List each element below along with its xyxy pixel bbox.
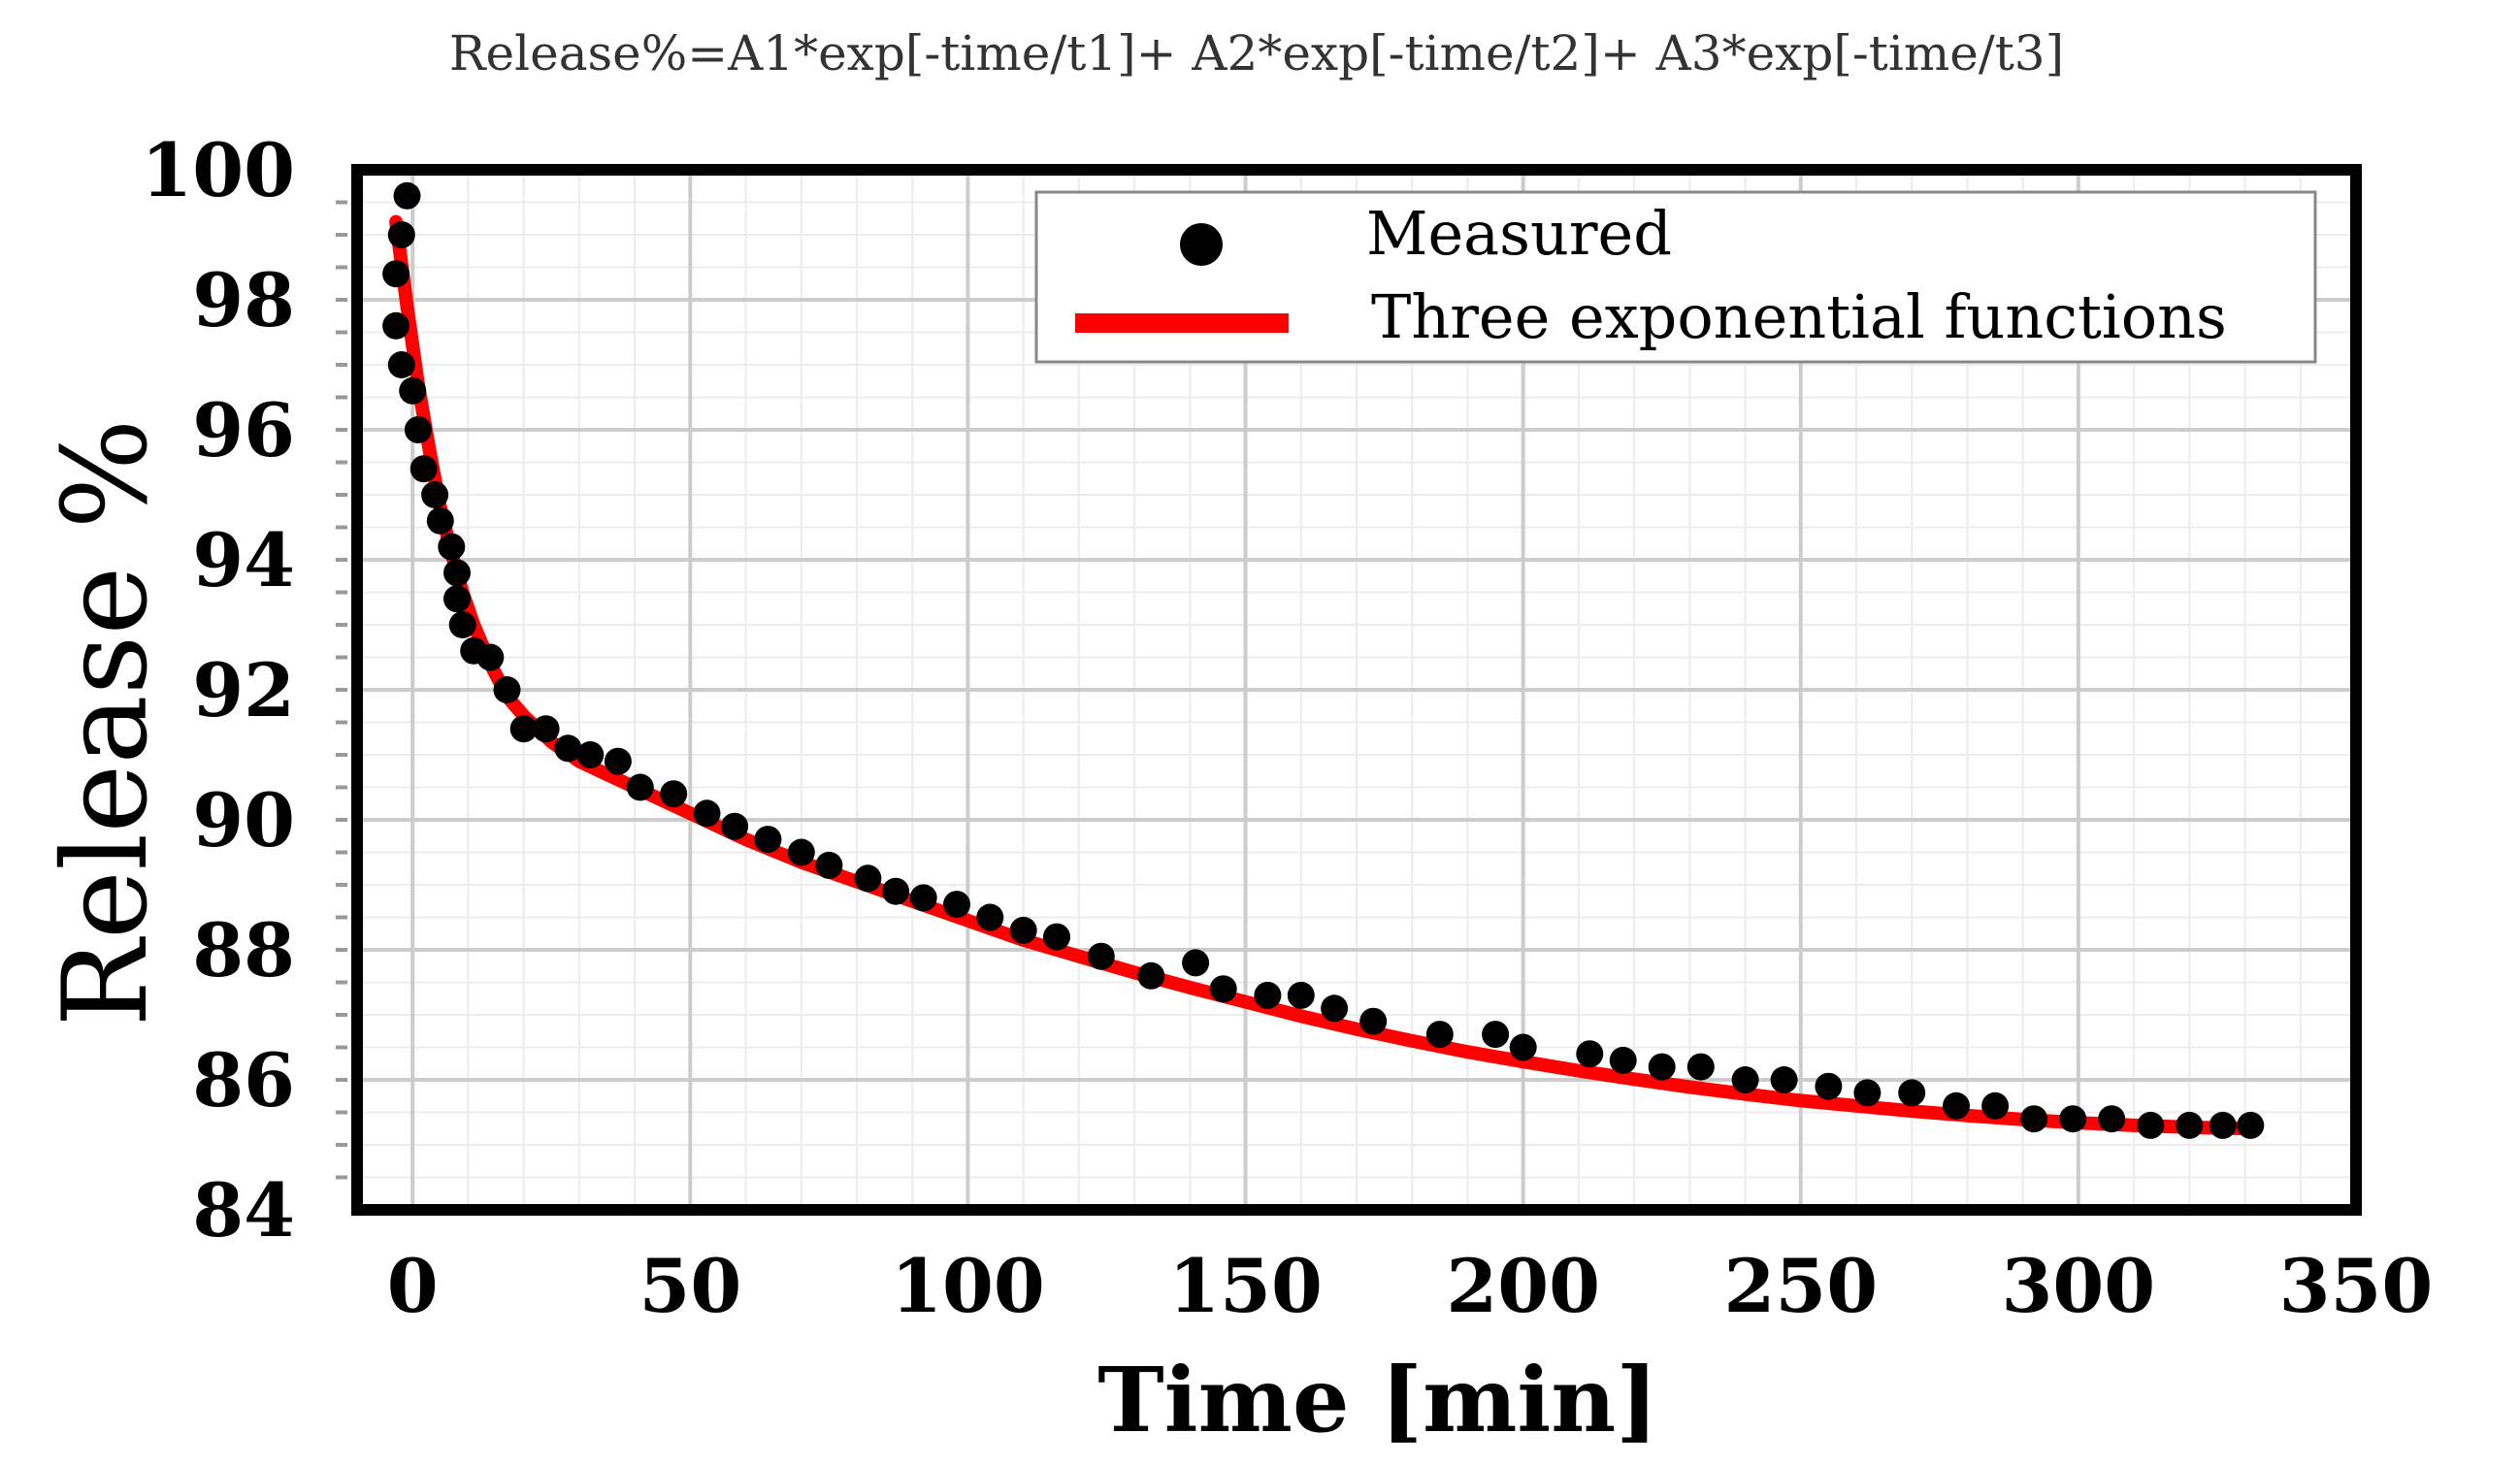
y-tick-label: 84: [192, 1167, 295, 1254]
y-tick-label: 90: [192, 777, 295, 863]
measured-point: [1648, 1053, 1676, 1081]
x-tick-label: 200: [1446, 1243, 1600, 1329]
measured-point: [476, 643, 505, 671]
measured-point: [421, 481, 449, 508]
x-tick-label: 250: [1723, 1243, 1878, 1329]
measured-point: [1137, 961, 1165, 990]
x-tick-label: 50: [638, 1243, 741, 1329]
measured-point: [2209, 1111, 2237, 1139]
legend-label-measured: Measured: [1366, 198, 1672, 269]
measured-point: [882, 877, 910, 905]
legend-box: [1034, 190, 2317, 364]
measured-point: [909, 884, 937, 912]
x-tick-labels: 0 50 100 150 200 250 300 350: [387, 1243, 2434, 1329]
y-tick-label: 86: [192, 1037, 295, 1124]
measured-point: [721, 812, 749, 840]
measured-point: [2020, 1105, 2048, 1133]
measured-point: [1609, 1046, 1637, 1074]
measured-point: [2137, 1111, 2165, 1139]
measured-point: [493, 676, 521, 703]
measured-point: [1731, 1066, 1759, 1093]
legend: Measured Three exponential functions: [1034, 190, 2317, 364]
measured-point: [443, 585, 471, 613]
x-tick-label: 300: [2002, 1243, 2156, 1329]
measured-point: [1182, 949, 1210, 977]
measured-point: [754, 826, 782, 854]
y-axis-label: Release %: [39, 418, 174, 1026]
measured-point: [399, 376, 427, 405]
measured-point: [1087, 942, 1115, 970]
x-tick-label: 350: [2279, 1243, 2434, 1329]
chart-title: Release%=A1*exp[-time/t1]+ A2*exp[-time/…: [449, 25, 2064, 81]
measured-point: [1898, 1079, 1926, 1107]
x-tick-label: 100: [891, 1243, 1045, 1329]
measured-point: [693, 799, 721, 828]
measured-point: [1815, 1072, 1843, 1100]
measured-point: [448, 611, 476, 638]
measured-point: [854, 864, 882, 893]
measured-point: [660, 780, 688, 808]
y-tick-label: 88: [192, 907, 295, 994]
y-tick-label: 98: [192, 257, 295, 343]
measured-point: [626, 773, 654, 801]
measured-point: [387, 221, 415, 248]
measured-point: [1009, 916, 1037, 944]
measured-point: [382, 260, 410, 288]
measured-point: [2059, 1105, 2087, 1133]
measured-point: [1425, 1021, 1454, 1049]
measured-point: [532, 715, 560, 743]
y-tick-label: 92: [192, 647, 295, 733]
measured-point: [1321, 994, 1349, 1023]
measured-point: [443, 559, 471, 587]
legend-label-fit: Three exponential functions: [1371, 281, 2227, 352]
measured-point: [1043, 923, 1070, 951]
measured-point: [1943, 1091, 1970, 1120]
measured-point: [1853, 1079, 1882, 1107]
measured-point: [576, 741, 605, 768]
y-tick-label: 94: [192, 517, 295, 603]
y-tick-labels: 84 86 88 90 92 94 96 98 100: [141, 127, 295, 1254]
measured-point: [509, 715, 538, 743]
measured-point: [554, 734, 582, 763]
measured-point: [815, 851, 843, 879]
measured-point: [409, 455, 438, 483]
measured-point: [1576, 1040, 1604, 1068]
measured-point: [1509, 1033, 1537, 1061]
measured-points-layer: [382, 181, 2265, 1139]
y-tick-label: 100: [141, 127, 295, 213]
measured-point: [976, 903, 1004, 931]
measured-point: [1209, 975, 1237, 1003]
measured-point: [1770, 1066, 1798, 1093]
measured-point: [943, 891, 970, 919]
measured-point: [387, 351, 415, 378]
measured-point: [2098, 1105, 2126, 1133]
measured-point: [2237, 1111, 2265, 1139]
measured-point: [1981, 1091, 2010, 1120]
measured-point: [426, 506, 454, 535]
measured-point: [604, 747, 632, 775]
x-tick-label: 0: [387, 1243, 439, 1329]
measured-point: [2176, 1111, 2204, 1139]
measured-point: [1482, 1021, 1510, 1049]
y-tick-label: 96: [192, 387, 295, 473]
measured-point: [787, 838, 815, 866]
measured-point: [404, 416, 432, 443]
x-tick-label: 150: [1168, 1243, 1323, 1329]
legend-marker-measured: [1180, 223, 1223, 266]
measured-point: [1359, 1007, 1388, 1035]
measured-point: [393, 181, 421, 210]
x-axis-label: Time [min]: [1097, 1348, 1658, 1452]
measured-point: [1287, 981, 1315, 1009]
measured-point: [1254, 981, 1282, 1009]
measured-point: [1686, 1053, 1715, 1081]
y-tick-marks: [336, 200, 347, 1180]
measured-point: [438, 533, 466, 561]
plot-frame: [351, 164, 2362, 1216]
measured-point: [382, 311, 410, 340]
